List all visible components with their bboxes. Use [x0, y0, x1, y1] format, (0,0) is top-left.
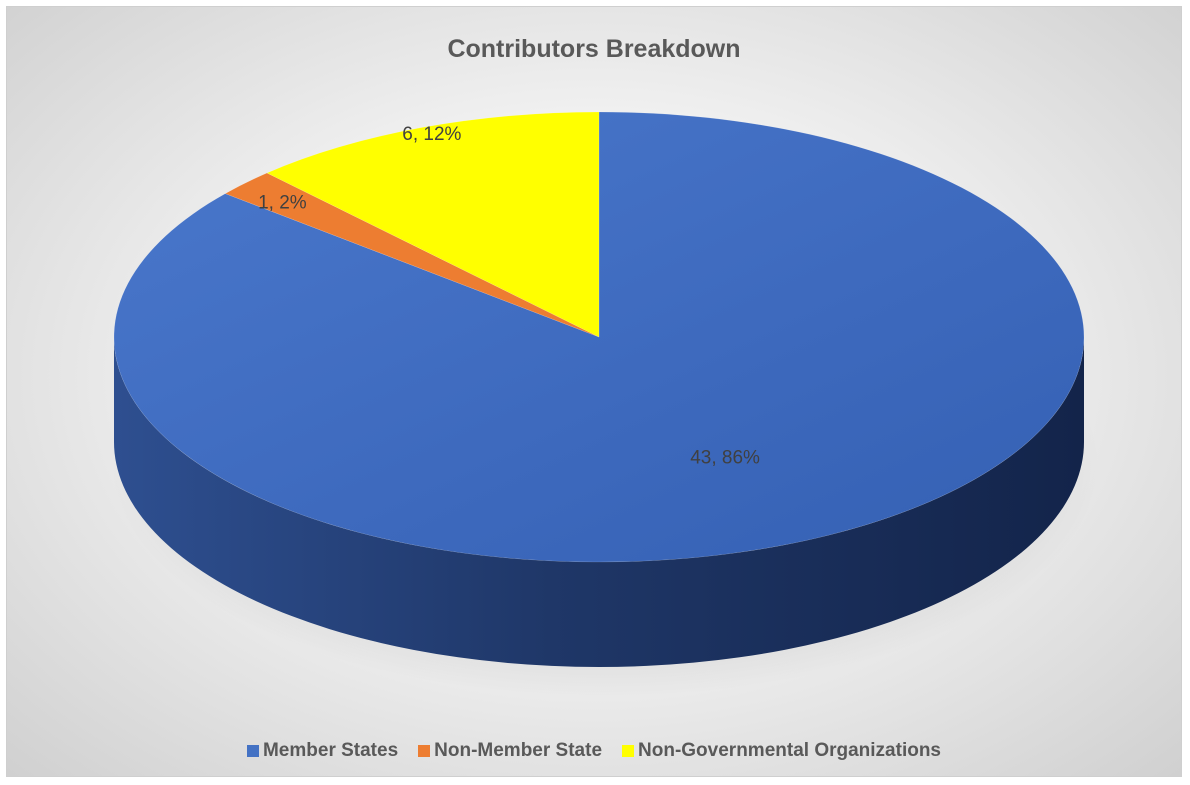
legend-item-member-states: Member States	[246, 740, 399, 762]
pie-slice-non-member-state	[224, 172, 600, 338]
legend-item-non-governmental-organizations: Non-Governmental Organizations	[622, 740, 941, 762]
pie-side-member-states	[114, 337, 1084, 667]
legend-swatch	[246, 745, 259, 757]
legend-item-non-member-state: Non-Member State	[418, 740, 602, 762]
legend-swatch	[622, 745, 635, 757]
chart-title: Contributors Breakdown	[447, 35, 741, 63]
legend-label: Non-Governmental Organizations	[638, 740, 941, 761]
data-label-non-member-state: 1, 2%	[258, 192, 307, 213]
pie-chart: 43, 86% 1, 2% 6, 12%	[110, 111, 1100, 697]
legend-label: Non-Member State	[434, 740, 603, 761]
chart-area: Contributors Breakdown 43, 86% 1, 2% 6, 12…	[6, 6, 1182, 777]
pie-slice-non-governmental-organizations	[266, 111, 600, 338]
data-label-member-states: 43, 86%	[690, 447, 760, 468]
legend-label: Member States	[262, 740, 399, 761]
legend-swatch	[418, 745, 431, 757]
pie-slice-member-states	[113, 111, 1085, 563]
legend: Member States Non-Member State Non-Governm…	[7, 740, 1181, 762]
data-label-non-governmental-organizations: 6, 12%	[402, 124, 461, 145]
